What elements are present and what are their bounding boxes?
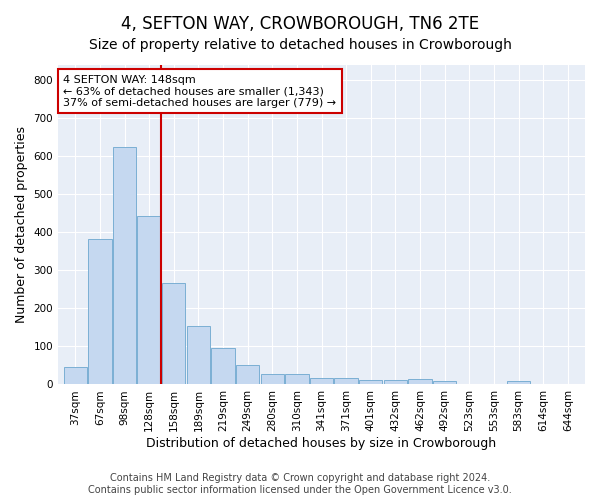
Bar — [334, 378, 358, 384]
Bar — [113, 147, 136, 384]
X-axis label: Distribution of detached houses by size in Crowborough: Distribution of detached houses by size … — [146, 437, 497, 450]
Text: 4 SEFTON WAY: 148sqm
← 63% of detached houses are smaller (1,343)
37% of semi-de: 4 SEFTON WAY: 148sqm ← 63% of detached h… — [64, 74, 337, 108]
Y-axis label: Number of detached properties: Number of detached properties — [15, 126, 28, 323]
Bar — [187, 326, 210, 384]
Bar — [507, 381, 530, 384]
Text: 4, SEFTON WAY, CROWBOROUGH, TN6 2TE: 4, SEFTON WAY, CROWBOROUGH, TN6 2TE — [121, 15, 479, 33]
Bar — [162, 282, 185, 384]
Bar — [88, 239, 112, 384]
Bar — [433, 381, 457, 384]
Text: Size of property relative to detached houses in Crowborough: Size of property relative to detached ho… — [89, 38, 511, 52]
Bar — [137, 216, 161, 384]
Text: Contains HM Land Registry data © Crown copyright and database right 2024.
Contai: Contains HM Land Registry data © Crown c… — [88, 474, 512, 495]
Bar — [211, 348, 235, 385]
Bar — [409, 379, 432, 384]
Bar — [236, 364, 259, 384]
Bar — [260, 374, 284, 384]
Bar — [310, 378, 333, 384]
Bar — [64, 366, 87, 384]
Bar — [285, 374, 308, 384]
Bar — [383, 380, 407, 384]
Bar — [359, 380, 382, 384]
